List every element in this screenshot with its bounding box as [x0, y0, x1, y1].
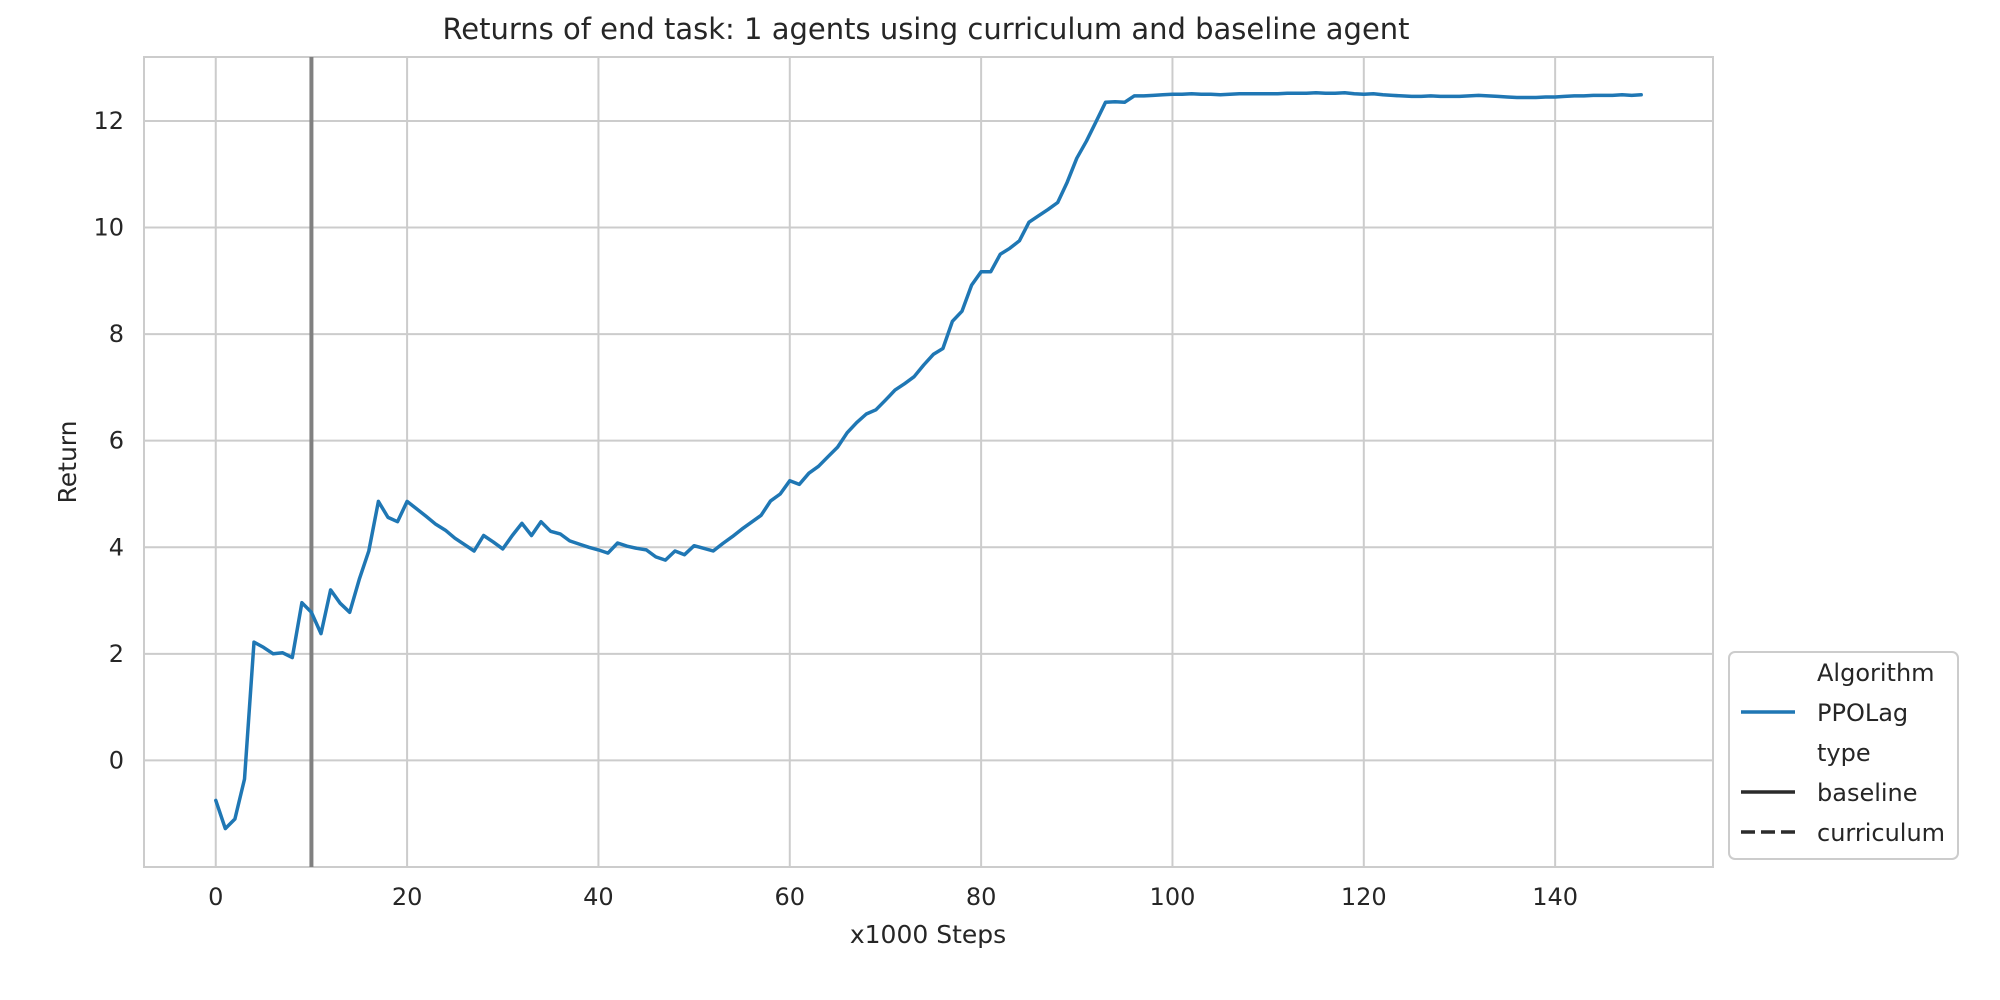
x-tick-label: 20: [392, 883, 423, 911]
legend: Algorithm PPOLag type baseline curriculum: [1728, 651, 1959, 860]
x-tick-label: 100: [1150, 883, 1196, 911]
legend-label-type: type: [1817, 739, 1871, 767]
y-tick-label: 10: [93, 214, 124, 242]
plot-frame: [143, 56, 1714, 868]
series-layer: [214, 90, 1643, 831]
legend-entries: Algorithm PPOLag type baseline curriculum: [1741, 659, 1945, 847]
y-tick-label: 4: [109, 533, 124, 561]
x-tick-label: 120: [1341, 883, 1387, 911]
y-tick-label: 8: [109, 320, 124, 348]
y-tick-label: 12: [93, 107, 124, 135]
y-tick-label: 0: [109, 746, 124, 774]
x-tick-label: 80: [966, 883, 997, 911]
legend-label-algorithm: Algorithm: [1817, 659, 1935, 687]
chart-title: Returns of end task: 1 agents using curr…: [442, 12, 1409, 46]
x-tick-label: 60: [775, 883, 806, 911]
x-tick-label: 40: [583, 883, 614, 911]
legend-label-ppolag: PPOLag: [1817, 699, 1908, 727]
x-axis-label: x1000 Steps: [850, 920, 1006, 949]
series-line-ppolag: [214, 90, 1643, 831]
x-tick-label: 0: [208, 883, 223, 911]
y-tick-label: 6: [109, 427, 124, 455]
y-tick-label: 2: [109, 640, 124, 668]
y-axis-label: Return: [53, 421, 82, 504]
grid-lines: [144, 57, 1713, 867]
tick-labels: 0 20 40 60 80 100 120 140 0 2 4 6 8 10 12: [93, 107, 1578, 911]
legend-frame: [1728, 651, 1959, 860]
legend-label-curriculum: curriculum: [1817, 819, 1945, 847]
legend-label-baseline: baseline: [1817, 779, 1918, 807]
x-tick-label: 140: [1532, 883, 1578, 911]
